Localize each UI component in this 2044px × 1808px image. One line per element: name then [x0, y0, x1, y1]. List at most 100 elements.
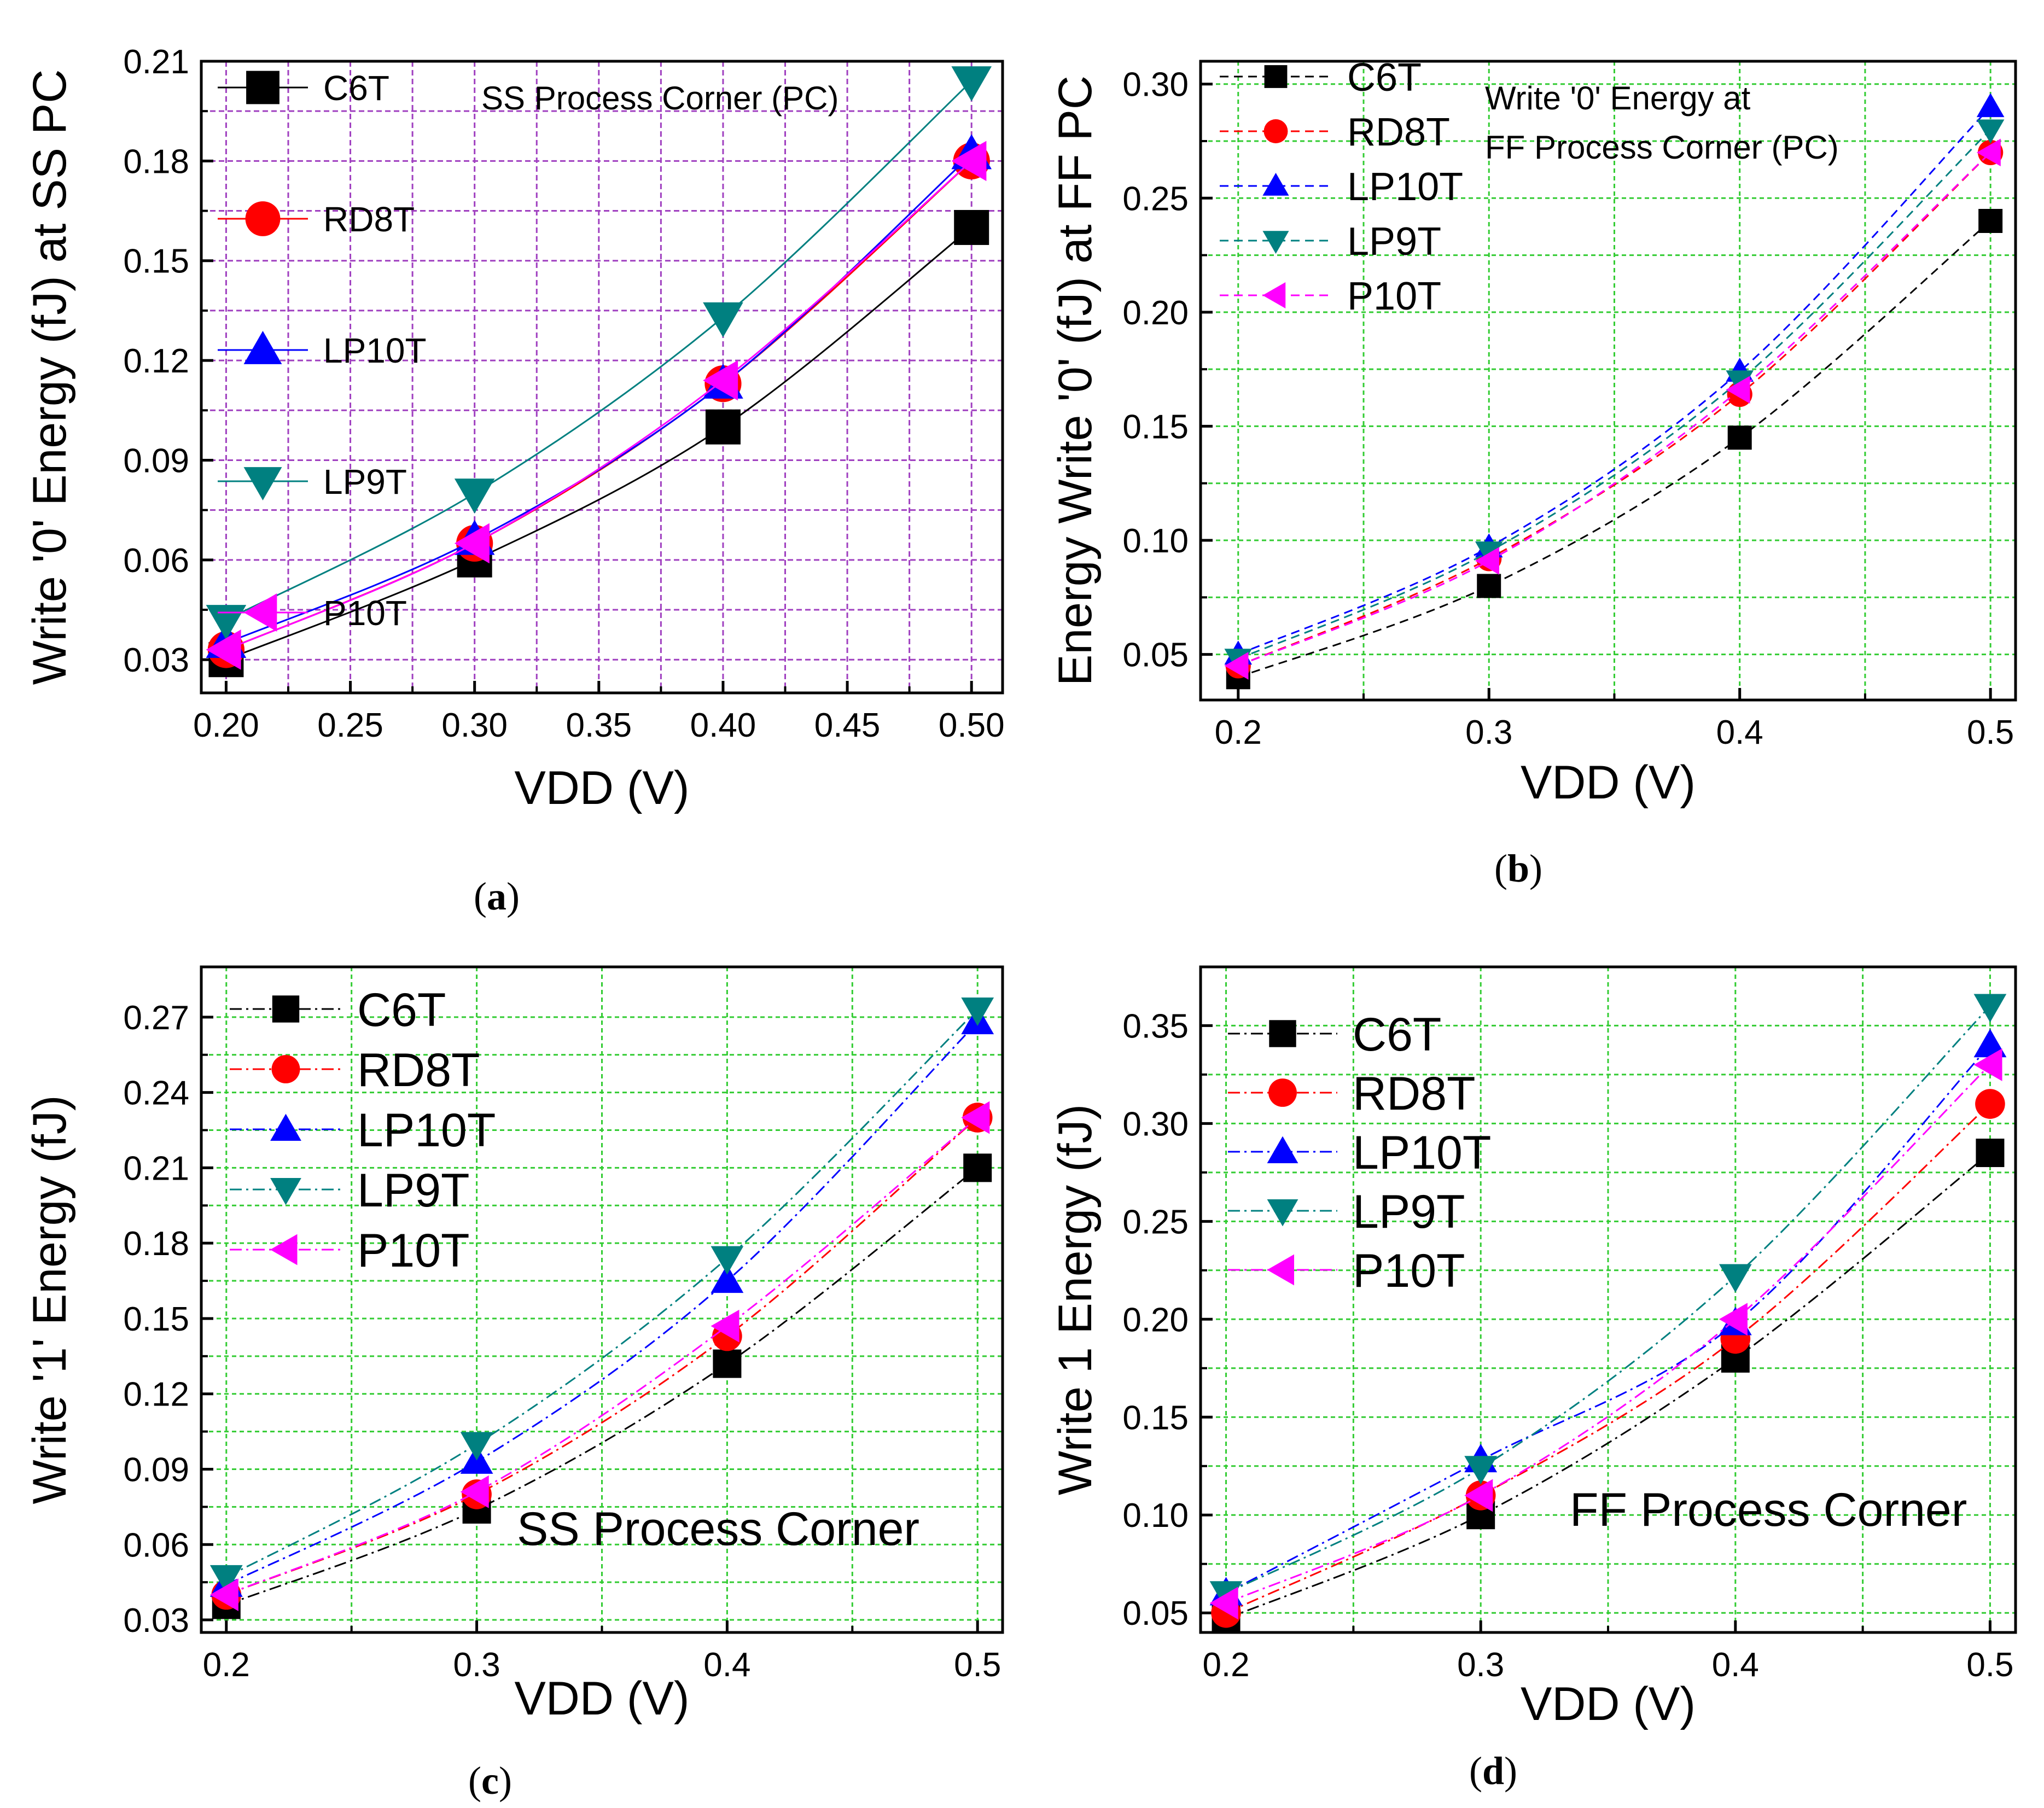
y-tick-label: 0.30 [1122, 66, 1189, 104]
data-point-LP9T [454, 479, 495, 514]
legend-marker-LP9T [1262, 231, 1289, 254]
plot-annotation: FF Process Corner (PC) [1485, 129, 1839, 166]
data-point-LP9T [460, 1432, 493, 1461]
legend-label-C6T: C6T [323, 68, 389, 108]
panel-label-letter: b [1507, 847, 1529, 890]
y-axis-label: Write '1' Energy (fJ) [24, 1095, 76, 1504]
legend-marker-LP10T [243, 331, 282, 364]
data-point-LP9T [1976, 119, 2005, 144]
panel-label-open: ( [1469, 1749, 1482, 1793]
series-LP9T [209, 997, 994, 1594]
x-tick-label: 0.5 [1967, 714, 2014, 751]
legend-marker-LP9T [270, 1178, 301, 1205]
panel-label-c: (c) [468, 1759, 512, 1803]
data-point-P10T [1209, 1587, 1238, 1620]
panel-label-close: ) [1529, 847, 1542, 890]
panel-label-open: ( [468, 1759, 481, 1803]
series-P10T [209, 1101, 990, 1612]
data-point-P10T [209, 1578, 238, 1612]
series-line-LP9T [1238, 129, 1991, 660]
y-tick-label: 0.21 [123, 1150, 189, 1187]
legend-marker-LP9T [243, 467, 282, 500]
y-tick-label: 0.30 [1122, 1105, 1189, 1143]
x-tick-label: 0.3 [453, 1646, 500, 1684]
x-tick-label: 0.4 [703, 1646, 750, 1684]
legend-label-LP9T: LP9T [323, 462, 407, 501]
y-tick-label: 0.35 [1122, 1007, 1189, 1045]
legend-marker-P10T [270, 1234, 298, 1265]
x-tick-label: 0.25 [317, 707, 383, 744]
y-tick-label: 0.27 [123, 999, 189, 1037]
y-tick-label: 0.20 [1122, 1301, 1189, 1339]
series-line-LP9T [1225, 1005, 1991, 1594]
data-point-C6T [713, 1349, 742, 1378]
panel-label-letter: c [481, 1759, 499, 1803]
legend-label-C6T: C6T [357, 984, 446, 1036]
data-point-LP9T [209, 1565, 243, 1594]
x-tick-label: 0.3 [1457, 1646, 1504, 1684]
chart-panel-c: 0.2 0.3 0.4 0.5 0.03 0.06 0.09 0.12 0.15 0.18 0.21… [24, 965, 1004, 1803]
y-axis-label: Energy Write '0' (fJ) at FF PC [1049, 75, 1102, 686]
chart-panel-d: 0.2 0.3 0.4 0.5 0.05 0.10 0.15 0.20 0.25 0.30 0.35… [1049, 965, 2017, 1793]
legend-d: C6T RD8T LP10T LP9T P10T [1228, 1008, 1491, 1297]
series-P10T [1209, 1048, 2002, 1620]
legend-a: C6T RD8T LP10T LP9T P10T [218, 68, 427, 633]
legend-label-LP9T: LP9T [1347, 220, 1441, 264]
grid-c [201, 967, 1003, 1632]
y-tick-label: 0.05 [1122, 1595, 1189, 1632]
legend-marker-RD8T [1268, 1078, 1297, 1107]
data-point-LP9T [206, 605, 247, 640]
legend-label-C6T: C6T [1353, 1008, 1441, 1061]
chart-panel-b: 0.2 0.3 0.4 0.5 0.05 0.10 0.15 0.20 0.25 0.30 VDD … [1049, 56, 2017, 890]
x-tick-label: 0.35 [566, 707, 632, 744]
y-axis-label: Write '0' Energy (fJ) at SS PC [24, 69, 76, 685]
data-point-C6T [963, 1153, 992, 1182]
legend-label-P10T: P10T [1353, 1245, 1465, 1297]
legend-label-RD8T: RD8T [1347, 110, 1450, 154]
plot-annotation: SS Process Corner (PC) [481, 80, 839, 116]
y-tick-label: 0.25 [1122, 180, 1189, 218]
plot-annotation: FF Process Corner [1570, 1484, 1967, 1536]
data-point-LP10T [711, 1264, 744, 1293]
data-point-LP10T [1976, 93, 2005, 118]
y-tick-label: 0.21 [123, 43, 189, 81]
y-tick-label: 0.03 [123, 1602, 189, 1640]
y-tick-label: 0.15 [123, 243, 189, 281]
y-tick-label: 0.06 [123, 1526, 189, 1564]
legend-label-RD8T: RD8T [357, 1044, 480, 1097]
data-point-P10T [1719, 1303, 1748, 1336]
y-tick-label: 0.18 [123, 143, 189, 180]
x-tick-label: 0.2 [1202, 1646, 1249, 1684]
grid-a [201, 61, 1003, 693]
data-point-C6T [954, 209, 989, 245]
y-tick-label: 0.09 [123, 1451, 189, 1489]
series-line-RD8T [1225, 1103, 1991, 1614]
series-LP9T [206, 66, 992, 640]
panel-label-close: ) [506, 874, 520, 918]
series-line-LP9T [226, 1009, 979, 1578]
panel-label-a: (a) [474, 874, 520, 918]
x-axis-label: VDD (V) [514, 1672, 689, 1725]
x-tick-label: 0.20 [193, 707, 259, 744]
data-point-C6T [1477, 574, 1501, 598]
data-point-LP9T [951, 66, 992, 102]
legend-label-RD8T: RD8T [1353, 1068, 1476, 1120]
y-tick-label: 0.12 [123, 1376, 189, 1414]
data-point-P10T [961, 1101, 990, 1134]
legend-marker-P10T [1267, 1254, 1294, 1286]
data-point-RD8T [1975, 1089, 2005, 1119]
legend-marker-RD8T [1263, 119, 1288, 143]
x-axis-label: VDD (V) [514, 762, 689, 814]
legend-marker-C6T [272, 995, 300, 1023]
legend-marker-C6T [1269, 1020, 1296, 1047]
legend-marker-RD8T [245, 201, 281, 236]
x-tick-label: 0.45 [814, 707, 881, 744]
legend-label-P10T: P10T [323, 593, 407, 633]
legend-b: C6T RD8T LP10T LP9T P10T [1220, 56, 1463, 318]
legend-marker-LP10T [270, 1113, 301, 1141]
panel-label-d: (d) [1469, 1749, 1517, 1793]
panel-label-open: ( [1494, 847, 1507, 890]
y-tick-label: 0.10 [1122, 1497, 1189, 1535]
data-point-C6T [705, 409, 741, 445]
